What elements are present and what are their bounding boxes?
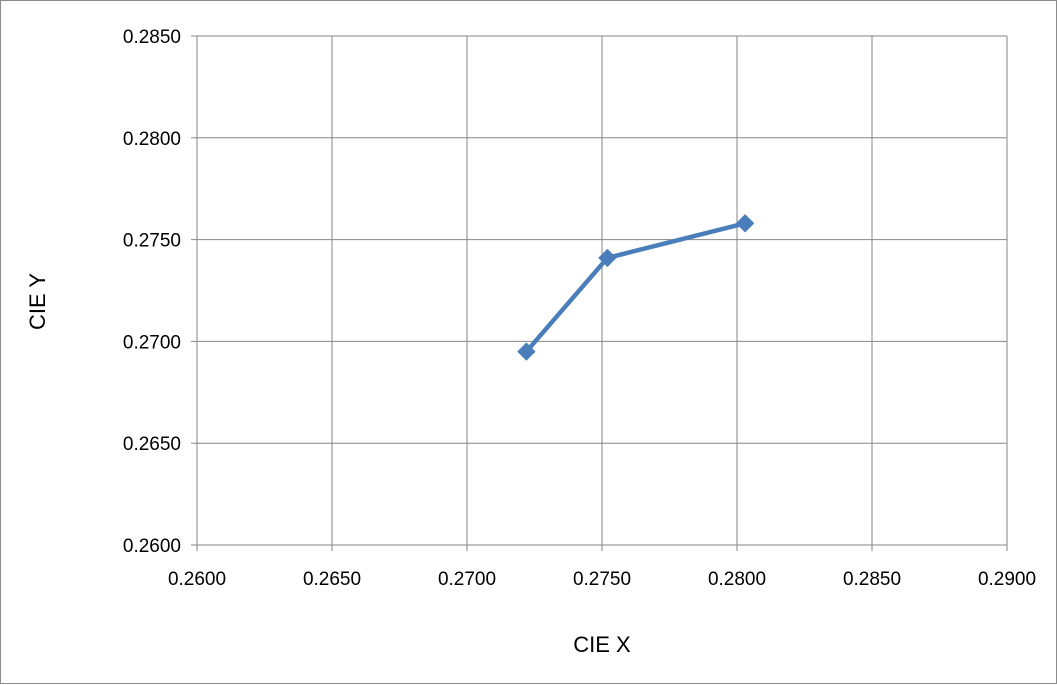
x-axis-title: CIE X [573, 632, 631, 657]
y-tick-labels: 0.2600 0.2650 0.2700 0.2750 0.2800 0.2850 [123, 27, 181, 557]
x-tick-label: 0.2600 [168, 569, 226, 590]
y-tick-label: 0.2600 [123, 536, 181, 557]
y-tick-label: 0.2800 [123, 129, 181, 150]
data-point-marker [735, 214, 755, 233]
x-tick-labels: 0.2600 0.2650 0.2700 0.2750 0.2800 0.2850 0.29… [168, 569, 1036, 590]
x-tick-label: 0.2850 [843, 569, 901, 590]
x-tick-label: 0.2900 [978, 569, 1036, 590]
x-tick-label: 0.2800 [708, 569, 766, 590]
x-tick-label: 0.2650 [303, 569, 361, 590]
y-axis-title: CIE Y [25, 273, 50, 330]
y-tick-label: 0.2850 [123, 27, 181, 48]
y-tick-label: 0.2650 [123, 434, 181, 455]
x-tick-label: 0.2750 [573, 569, 631, 590]
data-point-marker [517, 342, 536, 361]
y-tick-label: 0.2750 [123, 231, 181, 252]
y-tick-label: 0.2700 [123, 332, 181, 353]
series-layer [517, 214, 755, 361]
data-point-marker [598, 248, 617, 268]
gridlines [196, 35, 1008, 546]
x-tick-label: 0.2700 [438, 569, 496, 590]
axes [191, 35, 1008, 551]
series-line [524, 221, 748, 354]
